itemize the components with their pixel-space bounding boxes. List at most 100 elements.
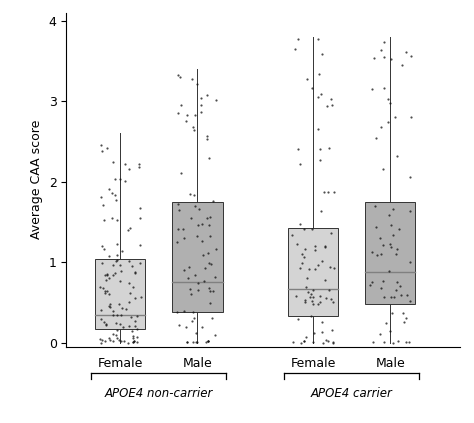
Point xyxy=(188,75,196,82)
Point xyxy=(387,244,395,251)
Point xyxy=(203,214,210,221)
Point xyxy=(98,337,106,343)
Point xyxy=(371,55,378,61)
Point xyxy=(393,278,401,285)
Point xyxy=(204,338,212,344)
Point xyxy=(125,299,133,305)
Point xyxy=(97,307,105,313)
Point xyxy=(390,294,398,300)
Point xyxy=(125,258,133,265)
Point xyxy=(407,52,415,59)
Point xyxy=(128,328,136,335)
Point xyxy=(106,336,114,343)
Point xyxy=(120,338,128,345)
Point xyxy=(193,338,201,345)
Point xyxy=(400,309,407,316)
Point xyxy=(180,266,188,273)
Point xyxy=(205,284,213,291)
Point xyxy=(98,259,105,266)
Point xyxy=(137,241,144,248)
Point xyxy=(393,245,401,252)
Point xyxy=(134,334,141,341)
Point xyxy=(128,263,136,270)
Point xyxy=(368,86,375,93)
Point xyxy=(299,260,306,266)
Point xyxy=(195,205,202,212)
Point xyxy=(321,244,329,251)
Point xyxy=(203,132,210,139)
Point xyxy=(137,260,144,267)
Point xyxy=(99,202,106,209)
Point xyxy=(102,321,110,328)
Point xyxy=(200,278,208,285)
Point xyxy=(202,265,210,272)
Point xyxy=(99,242,106,249)
Point xyxy=(314,94,322,101)
Point xyxy=(175,110,182,116)
Point xyxy=(309,293,317,300)
Point xyxy=(112,319,120,326)
Point xyxy=(203,135,211,142)
Point xyxy=(125,323,133,330)
Point xyxy=(198,238,206,244)
Point xyxy=(209,287,217,294)
Point xyxy=(186,264,193,271)
Point xyxy=(118,248,125,255)
Point xyxy=(104,144,111,151)
Point xyxy=(301,299,309,306)
Point xyxy=(369,339,377,346)
Point xyxy=(369,279,376,286)
Point xyxy=(326,144,333,151)
Point xyxy=(105,253,113,259)
Point xyxy=(121,177,129,184)
Point xyxy=(303,76,311,82)
Point xyxy=(376,330,383,337)
Point xyxy=(175,322,182,329)
Point xyxy=(189,308,196,315)
Point xyxy=(186,286,194,292)
Point xyxy=(191,112,199,118)
Point xyxy=(371,202,379,209)
Point xyxy=(310,330,318,336)
Point xyxy=(390,339,397,346)
Point xyxy=(329,299,337,305)
Point xyxy=(100,319,108,326)
Point xyxy=(309,287,316,294)
Point xyxy=(96,336,104,343)
Point xyxy=(99,284,107,291)
Point xyxy=(130,338,138,345)
Point xyxy=(386,212,393,219)
Point xyxy=(137,215,144,222)
Point xyxy=(98,147,106,154)
Point xyxy=(132,269,139,275)
Point xyxy=(393,153,401,160)
Point xyxy=(101,288,109,294)
Point xyxy=(187,214,195,221)
Point xyxy=(406,297,414,304)
Point xyxy=(289,231,296,238)
Point xyxy=(116,278,124,285)
Point xyxy=(292,292,300,299)
Point xyxy=(322,337,329,344)
Point xyxy=(132,269,139,276)
Point xyxy=(386,328,393,335)
Point xyxy=(309,85,316,92)
Point xyxy=(405,338,412,345)
Point xyxy=(122,306,130,313)
Point xyxy=(101,272,109,278)
Point xyxy=(116,321,124,327)
Point xyxy=(326,286,333,293)
Point xyxy=(207,233,214,239)
Point xyxy=(316,157,323,164)
Point xyxy=(382,320,390,327)
Point xyxy=(106,304,113,310)
Point xyxy=(303,275,311,282)
Point xyxy=(111,176,119,182)
Point xyxy=(180,308,188,315)
Point xyxy=(407,207,414,214)
Point xyxy=(191,271,199,278)
Point xyxy=(130,338,138,344)
Point xyxy=(112,332,119,339)
Point xyxy=(176,74,184,81)
Point xyxy=(315,71,323,78)
